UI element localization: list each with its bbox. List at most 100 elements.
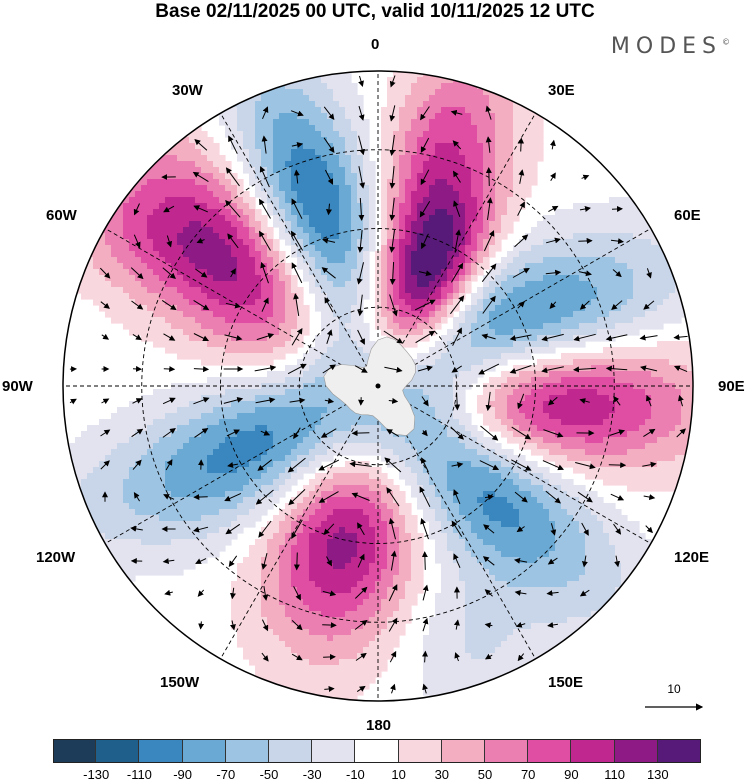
anomaly-cell bbox=[471, 215, 478, 222]
anomaly-cell bbox=[429, 161, 436, 168]
anomaly-cell bbox=[507, 425, 514, 432]
anomaly-cell bbox=[447, 89, 454, 96]
anomaly-cell bbox=[303, 143, 310, 150]
anomaly-cell bbox=[153, 209, 160, 216]
anomaly-cell bbox=[255, 353, 262, 360]
anomaly-cell bbox=[243, 425, 250, 432]
anomaly-cell bbox=[243, 311, 250, 318]
anomaly-cell bbox=[417, 323, 424, 330]
anomaly-cell bbox=[579, 281, 586, 288]
anomaly-cell bbox=[561, 443, 568, 450]
anomaly-cell bbox=[537, 119, 544, 126]
anomaly-cell bbox=[303, 161, 310, 168]
anomaly-cell bbox=[393, 233, 400, 240]
anomaly-cell bbox=[231, 419, 238, 426]
anomaly-cell bbox=[249, 425, 256, 432]
anomaly-cell bbox=[663, 245, 670, 252]
anomaly-cell bbox=[141, 233, 148, 240]
anomaly-cell bbox=[321, 359, 328, 366]
anomaly-cell bbox=[639, 383, 646, 390]
anomaly-cell bbox=[369, 167, 376, 174]
anomaly-cell bbox=[201, 419, 208, 426]
anomaly-cell bbox=[381, 431, 388, 438]
anomaly-cell bbox=[471, 185, 478, 192]
anomaly-cell bbox=[363, 143, 370, 150]
anomaly-cell bbox=[261, 119, 268, 126]
anomaly-cell bbox=[435, 245, 442, 252]
anomaly-cell bbox=[531, 275, 538, 282]
anomaly-cell bbox=[171, 317, 178, 324]
anomaly-cell bbox=[291, 323, 298, 330]
anomaly-cell bbox=[279, 209, 286, 216]
anomaly-cell bbox=[525, 185, 532, 192]
anomaly-cell bbox=[177, 395, 184, 402]
anomaly-cell bbox=[591, 413, 598, 420]
anomaly-cell bbox=[303, 119, 310, 126]
anomaly-cell bbox=[213, 359, 220, 366]
anomaly-cell bbox=[579, 299, 586, 306]
anomaly-cell bbox=[507, 251, 514, 258]
anomaly-cell bbox=[357, 431, 364, 438]
anomaly-cell bbox=[189, 401, 196, 408]
anomaly-cell bbox=[333, 299, 340, 306]
anomaly-cell bbox=[381, 329, 388, 336]
anomaly-cell bbox=[591, 233, 598, 240]
anomaly-cell bbox=[183, 431, 190, 438]
anomaly-cell bbox=[513, 155, 520, 162]
anomaly-cell bbox=[273, 431, 280, 438]
anomaly-cell bbox=[525, 155, 532, 162]
anomaly-cell bbox=[237, 275, 244, 282]
anomaly-cell bbox=[435, 227, 442, 234]
anomaly-cell bbox=[183, 341, 190, 348]
anomaly-cell bbox=[411, 449, 418, 456]
anomaly-cell bbox=[333, 137, 340, 144]
anomaly-cell bbox=[567, 329, 574, 336]
anomaly-cell bbox=[291, 401, 298, 408]
anomaly-cell bbox=[591, 329, 598, 336]
anomaly-cell bbox=[447, 431, 454, 438]
anomaly-cell bbox=[177, 221, 184, 228]
anomaly-cell bbox=[603, 317, 610, 324]
anomaly-cell bbox=[513, 377, 520, 384]
anomaly-cell bbox=[153, 437, 160, 444]
anomaly-cell bbox=[399, 137, 406, 144]
anomaly-cell bbox=[663, 293, 670, 300]
anomaly-cell bbox=[573, 257, 580, 264]
anomaly-cell bbox=[339, 329, 346, 336]
anomaly-cell bbox=[543, 455, 550, 462]
anomaly-cell bbox=[549, 263, 556, 270]
anomaly-cell bbox=[525, 323, 532, 330]
anomaly-cell bbox=[627, 353, 634, 360]
anomaly-cell bbox=[285, 239, 292, 246]
anomaly-cell bbox=[219, 239, 226, 246]
anomaly-cell bbox=[291, 365, 298, 372]
anomaly-cell bbox=[489, 449, 496, 456]
anomaly-cell bbox=[633, 371, 640, 378]
anomaly-cell bbox=[621, 227, 628, 234]
anomaly-cell bbox=[561, 431, 568, 438]
anomaly-cell bbox=[351, 251, 358, 258]
anomaly-cell bbox=[441, 443, 448, 450]
anomaly-cell bbox=[225, 335, 232, 342]
anomaly-cell bbox=[363, 203, 370, 210]
anomaly-cell bbox=[645, 299, 652, 306]
anomaly-cell bbox=[381, 251, 388, 258]
anomaly-cell bbox=[249, 257, 256, 264]
anomaly-cell bbox=[513, 329, 520, 336]
anomaly-cell bbox=[219, 293, 226, 300]
anomaly-cell bbox=[357, 269, 364, 276]
anomaly-cell bbox=[417, 173, 424, 180]
anomaly-cell bbox=[399, 167, 406, 174]
anomaly-cell bbox=[261, 185, 268, 192]
anomaly-cell bbox=[435, 407, 442, 414]
anomaly-cell bbox=[279, 113, 286, 120]
anomaly-cell bbox=[579, 353, 586, 360]
anomaly-cell bbox=[309, 203, 316, 210]
anomaly-cell bbox=[573, 377, 580, 384]
anomaly-cell bbox=[627, 263, 634, 270]
anomaly-cell bbox=[657, 233, 664, 240]
anomaly-cell bbox=[435, 293, 442, 300]
anomaly-cell bbox=[459, 215, 466, 222]
anomaly-cell bbox=[663, 353, 670, 360]
anomaly-cell bbox=[429, 311, 436, 318]
